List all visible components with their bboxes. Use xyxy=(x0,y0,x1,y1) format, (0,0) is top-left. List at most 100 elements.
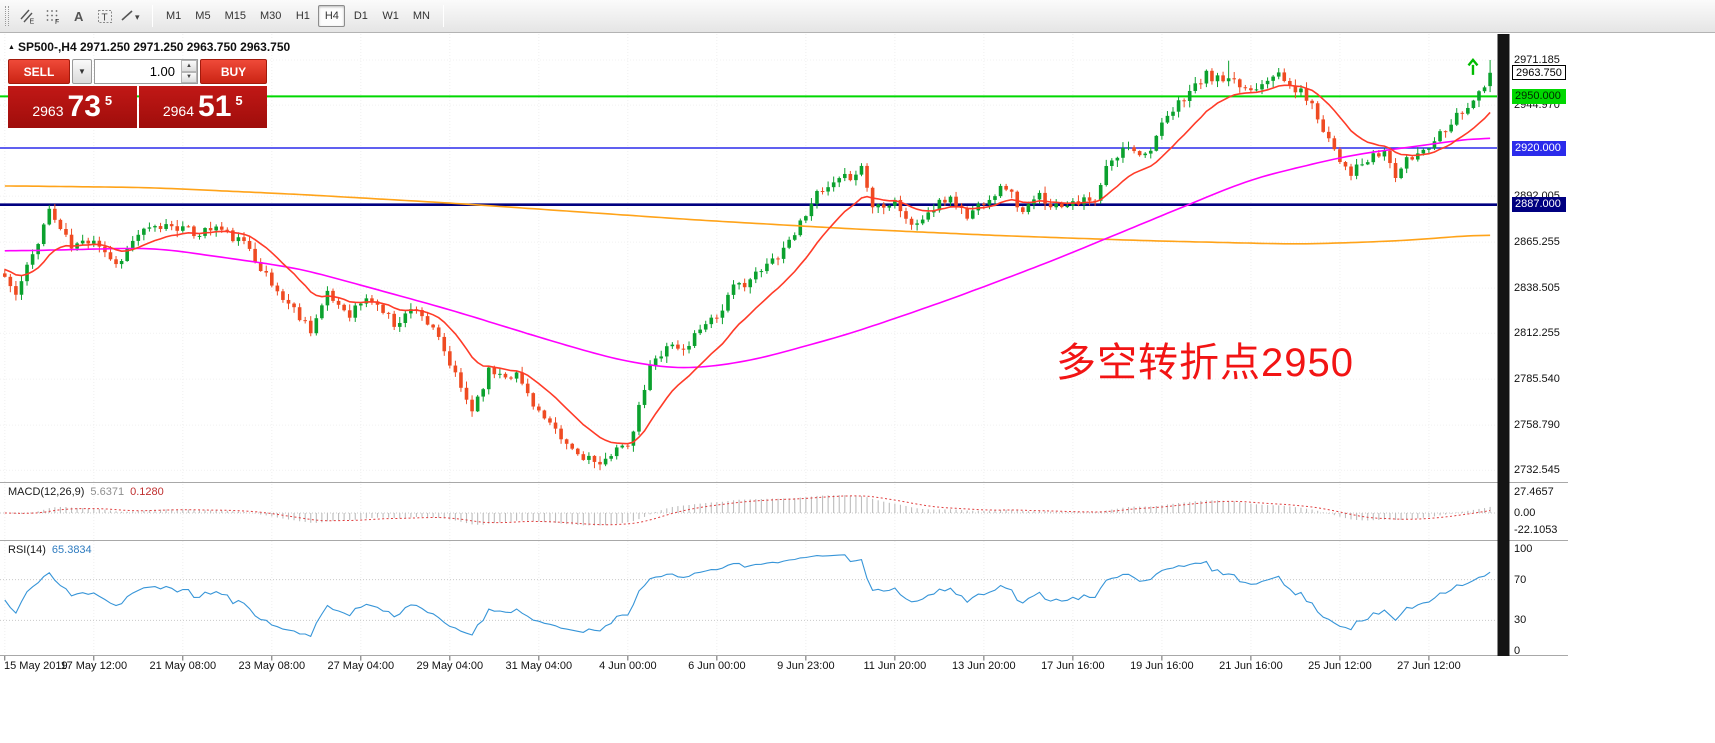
toolbar-separator xyxy=(152,5,153,27)
time-axis-label: 4 Jun 00:00 xyxy=(599,660,657,672)
timeframe-d1-button[interactable]: D1 xyxy=(347,5,374,27)
vertical-divider-strip xyxy=(1497,34,1510,656)
timeframe-m5-button[interactable]: M5 xyxy=(189,5,216,27)
svg-text:F: F xyxy=(55,19,59,25)
price-tick-label: 2758.790 xyxy=(1514,419,1560,432)
time-axis-label: 11 Jun 20:00 xyxy=(863,660,927,672)
ask-prefix: 2964 xyxy=(162,102,195,119)
rsi-layer xyxy=(0,554,1497,638)
time-axis-label: 6 Jun 00:00 xyxy=(688,660,746,672)
text-label-tool-icon: A xyxy=(74,9,84,24)
rsi-line xyxy=(4,554,1491,638)
hline-2920-tag: 2920.000 xyxy=(1512,140,1566,156)
ma-orange-line xyxy=(4,185,1491,245)
svg-text:T: T xyxy=(102,13,108,24)
toolbar: E F A T ▾ M1 M5 M15 M30 H1 H4 D1 W1 MN xyxy=(0,0,1715,33)
macd-histogram xyxy=(9,495,1491,526)
volume-decrease-button[interactable]: ▼ xyxy=(181,71,197,83)
text-box-tool-button[interactable]: T xyxy=(92,4,118,28)
time-axis-label: 27 May 04:00 xyxy=(327,660,395,672)
time-axis-label: 17 Jun 16:00 xyxy=(1041,660,1105,672)
macd-signal-line xyxy=(4,495,1491,526)
bid-sup-digit: 5 xyxy=(104,93,113,108)
ma-red-line xyxy=(4,84,1491,445)
price-tick-label: 2812.255 xyxy=(1514,327,1560,340)
price-tick-label: 2865.255 xyxy=(1514,236,1560,249)
macd-axis-label: 27.4657 xyxy=(1514,485,1554,498)
svg-text:▾: ▾ xyxy=(135,12,140,22)
timeframe-h1-button[interactable]: H1 xyxy=(289,5,316,27)
rsi-indicator-label: RSI(14) 65.3834 xyxy=(8,544,92,556)
ask-big-digits: 51 xyxy=(198,90,232,123)
price-tick-label: 2785.540 xyxy=(1514,373,1560,386)
rsi-axis-label: 0 xyxy=(1514,645,1521,657)
rsi-axis-label: 100 xyxy=(1514,543,1533,555)
macd-axis-label: -22.1053 xyxy=(1514,523,1558,536)
sell-button[interactable]: SELL xyxy=(8,59,70,84)
chart-ohlc-header: ▲ SP500-,H4 2971.250 2971.250 2963.750 29… xyxy=(8,40,290,54)
volume-increase-button[interactable]: ▲ xyxy=(181,60,197,72)
hline-2887-tag: 2887.000 xyxy=(1512,197,1566,213)
time-axis-label: 13 Jun 20:00 xyxy=(952,660,1016,672)
macd-layer xyxy=(0,495,1497,526)
rsi-axis-label: 30 xyxy=(1514,614,1527,627)
ohlc-values: 2971.250 2971.250 2963.750 2963.750 xyxy=(79,40,291,54)
timeframe-h4-button[interactable]: H4 xyxy=(318,5,346,27)
hline-2950-tag: 2950.000 xyxy=(1512,88,1566,104)
symbol-timeframe-label: SP500-,H4 xyxy=(17,40,77,54)
line-studies-menu-button[interactable]: ▾ xyxy=(118,4,146,28)
toolbar-separator xyxy=(442,5,444,27)
line-studies-menu-icon: ▾ xyxy=(121,10,140,22)
macd-axis-label: 0.00 xyxy=(1514,507,1536,519)
rsi-axis-label: 70 xyxy=(1514,573,1527,586)
volume-steppers: ▲ ▼ xyxy=(181,60,197,83)
time-axis-label: 25 Jun 12:00 xyxy=(1308,660,1372,672)
timeframe-w1-button[interactable]: W1 xyxy=(376,5,405,27)
time-scale[interactable]: 15 May 2019 17 May 12:00 21 May 08:00 23 Ma… xyxy=(0,657,1497,678)
chart-text-annotation: 多空转折点2950 xyxy=(1056,341,1354,385)
bid-prefix: 2963 xyxy=(32,102,64,119)
macd-indicator-label: MACD(12,26,9) 5.6371 0.1280 xyxy=(8,486,164,498)
ask-price-display[interactable]: 2964 51 5 xyxy=(138,86,267,128)
equidistant-channel-tool-icon: E xyxy=(20,9,35,26)
current-price-tag: 2963.750 xyxy=(1512,65,1566,81)
time-axis-label: 19 Jun 16:00 xyxy=(1130,660,1194,672)
time-axis-label: 21 Jun 16:00 xyxy=(1219,660,1283,672)
timeframe-m15-button[interactable]: M15 xyxy=(219,5,252,27)
ask-sup-digit: 5 xyxy=(235,93,243,108)
equidistant-channel-tool-button[interactable]: E xyxy=(14,4,40,28)
price-tick-label: 2971.185 xyxy=(1514,53,1560,66)
buy-button[interactable]: BUY xyxy=(200,59,267,84)
price-tick-label: 2838.505 xyxy=(1514,282,1560,295)
timeframe-m1-button[interactable]: M1 xyxy=(160,5,187,27)
time-axis-label: 9 Jun 23:00 xyxy=(777,660,835,672)
price-scale[interactable]: 2971.185 2944.970 2892.005 2865.255 2838.505… xyxy=(1512,34,1570,678)
time-axis-label: 17 May 12:00 xyxy=(60,660,128,672)
overlay-layer xyxy=(0,34,1568,661)
time-axis-label: 21 May 08:00 xyxy=(149,660,217,672)
fibonacci-tool-icon: F xyxy=(46,10,59,25)
bid-price-display[interactable]: 2963 73 5 xyxy=(8,86,137,128)
svg-text:A: A xyxy=(74,9,84,24)
timeframe-mn-button[interactable]: MN xyxy=(407,5,436,27)
timeframe-m30-button[interactable]: M30 xyxy=(254,5,287,27)
time-axis-label: 15 May 2019 xyxy=(4,660,68,672)
main-chart-layer xyxy=(0,59,1497,471)
order-options-dropdown[interactable]: ▼ xyxy=(72,59,92,84)
ma-magenta-line xyxy=(4,137,1491,369)
buy-arrow-marker xyxy=(1467,58,1479,75)
time-axis-label: 27 Jun 12:00 xyxy=(1397,660,1461,672)
price-tick-label: 2732.545 xyxy=(1514,464,1560,477)
time-axis-label: 29 May 04:00 xyxy=(416,660,484,672)
fibonacci-tool-button[interactable]: F xyxy=(40,4,66,28)
text-label-tool-button[interactable]: A xyxy=(66,4,92,28)
text-box-tool-icon: T xyxy=(98,10,112,24)
time-axis-label: 31 May 04:00 xyxy=(505,660,573,672)
collapse-panel-arrow[interactable]: ▲ xyxy=(8,44,15,51)
svg-text:E: E xyxy=(30,19,35,26)
volume-field-wrap: ▲ ▼ xyxy=(94,59,198,84)
volume-input[interactable] xyxy=(94,59,198,84)
